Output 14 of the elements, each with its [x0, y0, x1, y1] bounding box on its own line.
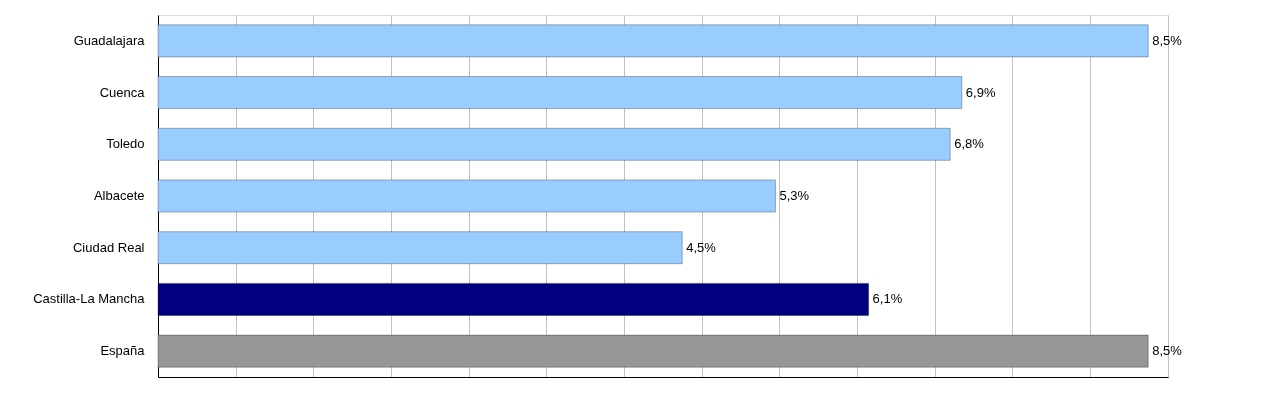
- y-tick-label: Albacete: [93, 188, 145, 203]
- y-tick-label: España: [100, 343, 146, 359]
- data-label: 8,5%: [1152, 32, 1183, 48]
- data-label: 6,9%: [965, 84, 996, 100]
- y-tick-label: Castilla-La Mancha: [33, 291, 146, 307]
- data-label: 4,5%: [686, 239, 717, 255]
- data-label: 5,3%: [779, 188, 810, 203]
- y-tick-label: Cuenca: [99, 84, 146, 100]
- y-tick-label: Ciudad Real: [72, 239, 145, 255]
- y-tick-label: Toledo: [106, 136, 145, 152]
- data-label: 6,8%: [954, 136, 985, 152]
- data-label: 8,5%: [1152, 343, 1183, 359]
- data-label: 6,1%: [872, 291, 903, 307]
- y-tick-label: Guadalajara: [73, 32, 146, 48]
